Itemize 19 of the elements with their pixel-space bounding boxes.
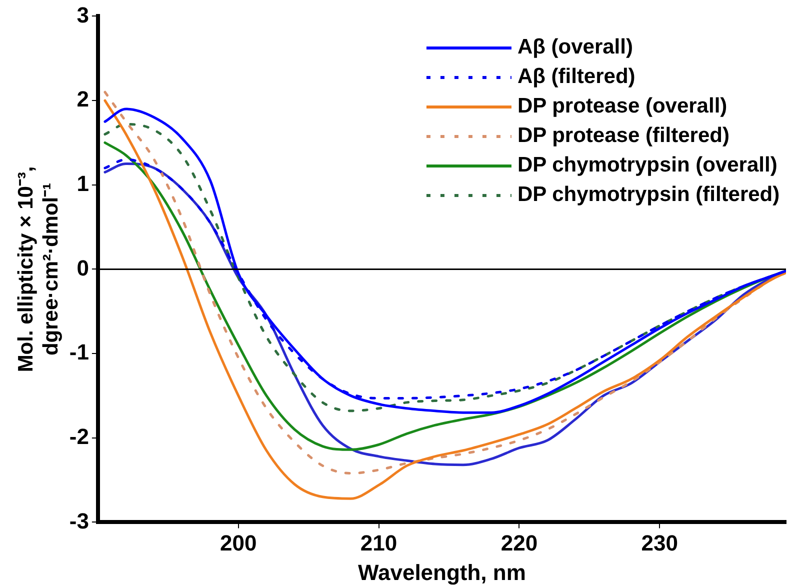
- legend-label: DP protease (overall): [517, 94, 728, 118]
- x-tick-label: 230: [641, 530, 678, 556]
- x-tick-label: 210: [360, 530, 398, 556]
- legend-label: Aβ (overall): [517, 36, 633, 59]
- x-tick-label: 220: [500, 530, 538, 556]
- legend-label: DP protease (filtered): [517, 124, 730, 148]
- y-tick-label: 0: [76, 255, 89, 280]
- y-tick-label: 1: [76, 170, 89, 196]
- legend-label: DP chymotrypsin (overall): [517, 154, 778, 177]
- legend-label: Aβ (filtered): [517, 65, 636, 88]
- legend-label: DP chymotrypsin (filtered): [517, 183, 780, 206]
- y-tick-label: 3: [76, 2, 89, 28]
- y-axis-title: Mol. ellipticity × 10⁻³, dgree·cm²·dmol⁻¹: [14, 166, 63, 372]
- x-axis-title: Wavelength, nm: [358, 560, 526, 585]
- y-tick-label: -2: [69, 424, 89, 449]
- y-tick-label: -3: [69, 508, 89, 534]
- y-tick-label: -1: [69, 340, 89, 365]
- x-tick-label: 200: [220, 530, 257, 556]
- y-tick-label: 2: [76, 86, 89, 112]
